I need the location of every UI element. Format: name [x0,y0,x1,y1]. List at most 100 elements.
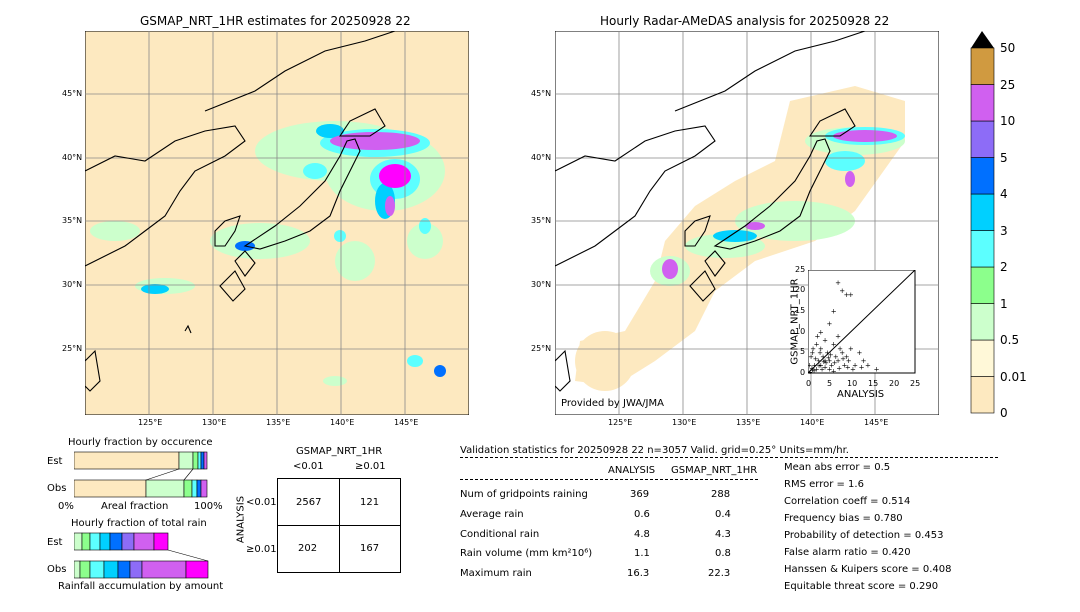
scatter-point: + [809,349,815,357]
scatter-ytick-25: 25 [795,265,806,274]
left-lon-125: 125°E [138,418,163,427]
scatter-point: + [844,291,850,299]
scatter-point: + [841,361,847,369]
scatter-point: + [848,291,854,299]
scatter-xtick-5: 5 [827,379,833,388]
contingency-col-0: <0.01 [293,461,324,472]
scatter-point: + [832,359,838,367]
scatter-point: + [839,349,845,357]
score-mae: Mean abs error = 0.5 [784,462,891,473]
scatter-point: + [823,359,829,367]
left-lat-35: 35°N [62,216,83,225]
stat-analysis-1: 0.6 [634,509,650,520]
score-freq-bias: Frequency bias = 0.780 [784,513,903,524]
validation-col-gsmap: GSMAP_NRT_1HR [671,465,758,476]
scatter-point: + [819,365,825,373]
score-far: False alarm ratio = 0.420 [784,547,911,558]
scatter-point: + [809,366,815,374]
frac-occ-obs-label: Obs [47,483,67,494]
scatter-point: + [818,328,824,336]
colorbar-label: 25 [1000,78,1016,92]
stat-label: Conditional rain [460,529,540,540]
frac-occ-est-label: Est [47,456,63,467]
stat-label: Average rain [460,509,524,520]
scatter-point: + [826,354,832,362]
validation-header: Validation statistics for 20250928 22 n=… [460,445,849,456]
right-lon-135: 135°E [736,418,761,427]
stat-label: Rain volume (mm km²10⁶) [460,548,593,559]
stat-row-conditional: Conditional rain [460,529,539,540]
scatter-ytick-15: 15 [795,306,806,315]
scatter-point: + [859,363,865,371]
right-lon-145: 145°E [864,418,889,427]
scatter-point: + [814,365,820,373]
scatter-xtick-10: 10 [847,379,858,388]
stat-analysis-3: 1.1 [634,548,650,559]
right-map-title: Hourly Radar-AMeDAS analysis for 2025092… [600,14,890,28]
frac-occ-x-mid: Areal fraction [101,501,169,512]
colorbar [970,31,995,414]
contingency-row-0: <0.01 [246,497,277,508]
scatter-ylabel: GSMAP_NRT_1HR [789,278,801,365]
scatter-xtick-15: 15 [868,379,879,388]
scatter-point: + [874,365,880,373]
scatter-xtick-25: 25 [910,379,921,388]
left-lon-145: 145°E [394,418,419,427]
scatter-point: + [826,320,832,328]
scatter-point: + [848,345,854,353]
scatter-point: + [840,355,846,363]
right-lat-25: 25°N [531,344,552,353]
colorbar-label: 10 [1000,114,1016,128]
contingency-cell-10: 202 [298,543,318,554]
stat-gsmap-3: 0.8 [715,548,731,559]
scatter-point: + [831,367,837,374]
scatter-point: + [852,361,858,369]
scatter-point: + [813,355,819,363]
stat-row-max: Maximum rain [460,568,532,579]
scatter-point: + [816,362,822,370]
right-lat-40: 40°N [531,153,552,162]
scatter-point: + [808,361,812,369]
scatter-point: + [831,308,837,316]
scatter-point: + [822,357,828,365]
scatter-point: + [818,345,824,353]
colorbar-label: 0.01 [1000,370,1027,384]
right-lon-125: 125°E [608,418,633,427]
stat-gsmap-0: 288 [711,489,731,500]
right-lat-45: 45°N [531,89,552,98]
contingency-cell-11: 167 [360,543,380,554]
right-lat-30: 30°N [531,280,552,289]
stat-row-avg: Average rain [460,509,524,520]
scatter-point: + [811,361,817,369]
scatter-point: + [816,357,822,365]
score-pod: Probability of detection = 0.453 [784,530,944,541]
scatter-point: + [835,332,841,340]
colorbar-segment [970,266,995,304]
left-map-title: GSMAP_NRT_1HR estimates for 20250928 22 [140,14,411,28]
right-map [555,31,939,415]
scatter-point: + [865,361,871,369]
colorbar-segment [970,84,995,122]
scatter-point: + [829,361,835,369]
radar-credit: Provided by JWA/JMA [561,398,664,409]
scatter-point: + [822,337,828,345]
stat-row-gridpoints: Num of gridpoints raining [460,489,588,500]
scatter-point: + [836,365,842,373]
scatter-xtick-0: 0 [806,379,812,388]
scatter-point: + [822,363,828,371]
left-lat-45: 45°N [62,89,83,98]
left-lat-30: 30°N [62,280,83,289]
scatter-point: + [844,353,850,361]
scatter-point: + [835,357,841,365]
scatter-point: + [817,349,823,357]
colorbar-label: 0 [1000,406,1008,420]
scatter-point: + [811,367,817,374]
scatter-point: + [828,351,834,359]
left-map-rain [90,121,446,386]
left-lon-135: 135°E [266,418,291,427]
colorbar-overflow-arrow [971,31,994,48]
colorbar-segment [970,193,995,231]
stat-analysis-0: 369 [630,489,650,500]
frac-occ-x-left: 0% [58,501,74,512]
stat-row-volume: Rain volume (mm km²10⁶) [460,548,592,559]
